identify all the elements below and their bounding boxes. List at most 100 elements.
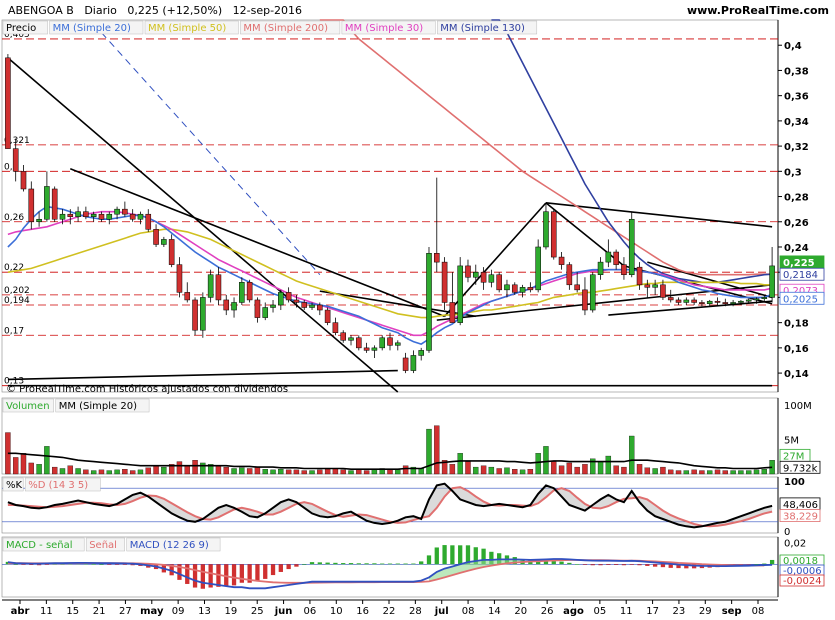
x-tick-label: 10 bbox=[330, 606, 343, 617]
candle-body bbox=[28, 188, 35, 223]
volume-bar bbox=[200, 462, 206, 475]
macd-histogram-bar bbox=[29, 564, 34, 565]
macd-histogram-bar bbox=[5, 561, 11, 565]
macd-histogram-bar bbox=[606, 564, 611, 565]
macd-histogram-bar bbox=[247, 564, 252, 583]
macd-histogram-bar bbox=[536, 560, 541, 565]
x-tick-label: 11 bbox=[620, 606, 633, 617]
candle-body bbox=[706, 300, 713, 304]
volume-bar bbox=[114, 469, 120, 475]
macd-last-tag bbox=[779, 574, 825, 587]
x-tick-label: 14 bbox=[488, 606, 501, 617]
volume-sma-tag bbox=[779, 460, 821, 474]
volume-bar bbox=[59, 468, 66, 475]
x-tick-label: 16 bbox=[356, 606, 369, 617]
volume-bar bbox=[20, 453, 27, 475]
volume-bar bbox=[597, 461, 604, 475]
candle-body bbox=[636, 266, 643, 286]
macd-histogram-bar bbox=[458, 545, 463, 565]
macd-histogram-bar bbox=[621, 564, 627, 566]
candle-body bbox=[51, 188, 58, 220]
x-tick-label: sep bbox=[722, 606, 742, 617]
candle-body bbox=[613, 251, 619, 265]
candle-body bbox=[543, 211, 549, 248]
support-line-label: 0,405 bbox=[4, 30, 30, 40]
candle-body bbox=[488, 274, 495, 283]
macd-histogram-bar bbox=[255, 564, 260, 581]
volume-bar bbox=[683, 470, 690, 475]
brand-link[interactable]: www.ProRealTime.com bbox=[686, 4, 829, 17]
volume-bar bbox=[332, 468, 339, 475]
candle-body bbox=[605, 251, 612, 263]
volume-bar bbox=[621, 466, 627, 475]
volume-bar bbox=[652, 468, 658, 475]
volume-bar bbox=[566, 462, 573, 475]
volume-bar bbox=[262, 469, 268, 475]
candle-body bbox=[589, 274, 596, 311]
volume-bar bbox=[129, 470, 136, 475]
volume-bar bbox=[527, 469, 534, 475]
volume-bar bbox=[558, 465, 565, 475]
volume-bar bbox=[761, 469, 767, 475]
macd-histogram-bar bbox=[208, 564, 213, 588]
x-tick-label: 23 bbox=[673, 606, 686, 617]
macd-histogram-bar bbox=[676, 564, 681, 569]
candle-body bbox=[59, 213, 66, 220]
x-tick-label: 27 bbox=[119, 606, 132, 617]
legend-box bbox=[341, 20, 436, 35]
candle-body bbox=[753, 298, 760, 301]
candle-body bbox=[738, 300, 744, 303]
volume-bar bbox=[145, 467, 151, 475]
volume-bar bbox=[324, 469, 331, 475]
support-line-label: 0,17 bbox=[4, 326, 24, 336]
candle-body bbox=[660, 284, 666, 298]
macd-histogram-bar bbox=[21, 564, 26, 565]
macd-histogram-bar bbox=[99, 564, 104, 565]
price-tick-label: 0,4 bbox=[784, 41, 802, 52]
candle-body bbox=[621, 264, 627, 275]
x-tick-label: 25 bbox=[251, 606, 264, 617]
volume-bar bbox=[613, 465, 619, 475]
stochastic-k-line bbox=[7, 482, 773, 529]
candle-body bbox=[207, 274, 214, 298]
legend-label: Precio bbox=[6, 23, 36, 34]
macd-histogram-bar bbox=[185, 564, 190, 584]
volume-tick-label: 100M bbox=[784, 401, 812, 412]
last-value-label: 0,2184 bbox=[783, 270, 818, 281]
volume-bar bbox=[36, 464, 42, 475]
candle-body bbox=[301, 302, 308, 308]
candle-body bbox=[691, 299, 697, 303]
volume-bar bbox=[699, 470, 705, 475]
price-tick-label: 0,32 bbox=[784, 142, 809, 153]
macd-histogram-bar bbox=[333, 562, 338, 565]
candle-body bbox=[667, 297, 674, 301]
volume-bar bbox=[270, 469, 276, 475]
volume-bar bbox=[480, 465, 487, 475]
support-line-label: 0,22 bbox=[4, 263, 24, 273]
macd-legend-label: Señal bbox=[89, 540, 117, 551]
candle-body bbox=[137, 213, 144, 220]
candle-body bbox=[176, 264, 183, 293]
macd-histogram-bar bbox=[645, 564, 650, 566]
price-tick-label: 0,18 bbox=[784, 319, 809, 330]
macd-histogram-bar bbox=[559, 561, 564, 565]
volume-bar bbox=[161, 466, 167, 475]
macd-legend-box bbox=[2, 537, 85, 552]
macd-histogram-bar bbox=[169, 564, 174, 576]
candle-body bbox=[340, 332, 346, 341]
legend-label: MM (Simple 30) bbox=[345, 23, 423, 34]
support-line-label: 0,3 bbox=[4, 162, 18, 172]
macd-histogram-bar bbox=[481, 548, 486, 565]
volume-bar bbox=[192, 460, 198, 475]
candle-body bbox=[83, 211, 89, 217]
x-tick-label: 06 bbox=[304, 606, 317, 617]
macd-histogram-bar bbox=[590, 564, 595, 566]
volume-bar bbox=[278, 469, 284, 475]
legend-label: MM (Simple 200) bbox=[243, 23, 328, 34]
x-tick-label: 21 bbox=[93, 606, 106, 617]
volume-bar bbox=[504, 467, 510, 475]
quote: 0,225 (+12,50%) bbox=[127, 4, 223, 17]
macd-tick-label: 0,02 bbox=[784, 538, 806, 549]
volume-bar bbox=[636, 464, 643, 475]
